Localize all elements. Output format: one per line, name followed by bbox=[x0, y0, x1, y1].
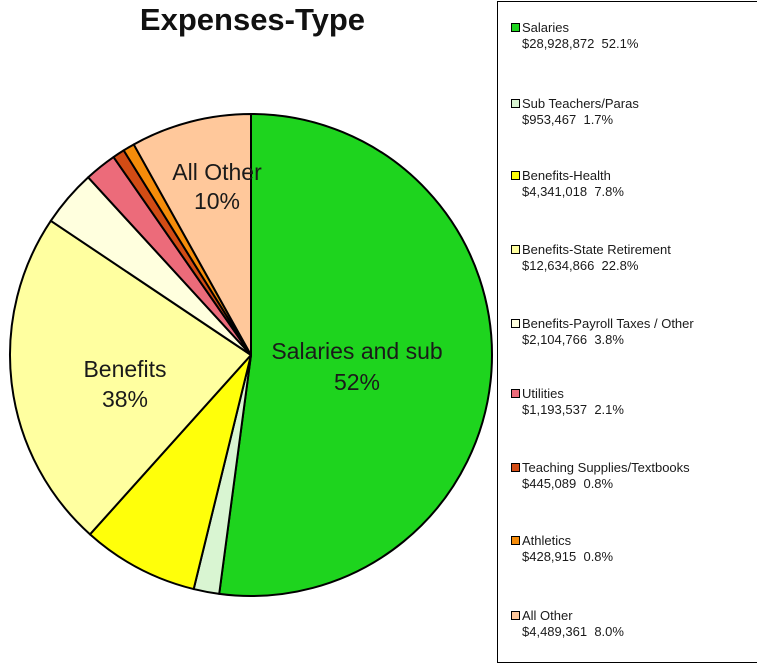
legend-label: Benefits-State Retirement bbox=[522, 242, 671, 257]
group-label-benefits-line2: 38% bbox=[102, 386, 148, 412]
legend-detail: $428,915 0.8% bbox=[511, 549, 613, 565]
group-label-salaries-line2: 52% bbox=[334, 369, 380, 395]
legend-detail: $4,489,361 8.0% bbox=[511, 624, 624, 640]
legend: Salaries $28,928,872 52.1% Sub Teachers/… bbox=[497, 1, 757, 663]
legend-item-benefits-health: Benefits-Health $4,341,018 7.8% bbox=[511, 168, 624, 200]
legend-amount: $1,193,537 bbox=[522, 402, 588, 417]
pie-slice-benefits-health bbox=[89, 354, 252, 591]
legend-label: Benefits-Payroll Taxes / Other bbox=[522, 316, 694, 331]
legend-item-sub-teachers: Sub Teachers/Paras $953,467 1.7% bbox=[511, 96, 639, 128]
legend-item-all-other: All Other $4,489,361 8.0% bbox=[511, 608, 624, 640]
legend-detail: $2,104,766 3.8% bbox=[511, 332, 694, 348]
legend-amount: $2,104,766 bbox=[522, 332, 588, 347]
legend-detail: $445,089 0.8% bbox=[511, 476, 690, 492]
legend-swatch bbox=[511, 536, 520, 545]
legend-percent: 2.1% bbox=[594, 402, 624, 417]
legend-percent: 3.8% bbox=[594, 332, 624, 347]
legend-amount: $4,341,018 bbox=[522, 184, 588, 199]
legend-detail: $28,928,872 52.1% bbox=[511, 36, 638, 52]
legend-percent: 52.1% bbox=[601, 36, 639, 51]
legend-detail: $4,341,018 7.8% bbox=[511, 184, 624, 200]
group-label-all-other-line2: 10% bbox=[194, 188, 240, 214]
legend-swatch bbox=[511, 463, 520, 472]
legend-label: Teaching Supplies/Textbooks bbox=[522, 460, 690, 475]
legend-amount: $445,089 bbox=[522, 476, 577, 491]
legend-label: Benefits-Health bbox=[522, 168, 611, 183]
legend-swatch bbox=[511, 319, 520, 328]
legend-percent: 8.0% bbox=[594, 624, 624, 639]
chart-title: Expenses-Type bbox=[139, 2, 366, 37]
legend-swatch bbox=[511, 611, 520, 620]
legend-item-benefits-payroll: Benefits-Payroll Taxes / Other $2,104,76… bbox=[511, 316, 694, 348]
legend-item-benefits-state-retirement: Benefits-State Retirement $12,634,866 22… bbox=[511, 242, 671, 274]
legend-item-salaries: Salaries $28,928,872 52.1% bbox=[511, 20, 638, 52]
pie-slice-benefits-state-retirement bbox=[9, 219, 252, 536]
legend-label: All Other bbox=[522, 608, 573, 623]
legend-amount: $953,467 bbox=[522, 112, 577, 127]
legend-swatch bbox=[511, 245, 520, 254]
legend-item-athletics: Athletics $428,915 0.8% bbox=[511, 533, 613, 565]
legend-swatch bbox=[511, 389, 520, 398]
legend-label: Utilities bbox=[522, 386, 564, 401]
legend-amount: $4,489,361 bbox=[522, 624, 588, 639]
legend-detail: $1,193,537 2.1% bbox=[511, 402, 624, 418]
legend-amount: $12,634,866 bbox=[522, 258, 595, 273]
legend-amount: $28,928,872 bbox=[522, 36, 595, 51]
legend-label: Sub Teachers/Paras bbox=[522, 96, 639, 111]
pie-slice-salaries bbox=[218, 113, 493, 597]
legend-item-utilities: Utilities $1,193,537 2.1% bbox=[511, 386, 624, 418]
legend-item-teaching-supplies: Teaching Supplies/Textbooks $445,089 0.8… bbox=[511, 460, 690, 492]
legend-detail: $953,467 1.7% bbox=[511, 112, 639, 128]
legend-amount: $428,915 bbox=[522, 549, 577, 564]
legend-swatch bbox=[511, 99, 520, 108]
legend-detail: $12,634,866 22.8% bbox=[511, 258, 671, 274]
legend-label: Athletics bbox=[522, 533, 572, 548]
pie-chart: Salaries and sub 52% Benefits 38% All Ot… bbox=[9, 113, 493, 597]
group-label-benefits-line1: Benefits bbox=[83, 356, 166, 382]
group-label-salaries-line1: Salaries and sub bbox=[271, 338, 442, 364]
legend-swatch bbox=[511, 171, 520, 180]
legend-label: Salaries bbox=[522, 20, 569, 35]
legend-percent: 0.8% bbox=[583, 549, 614, 564]
legend-percent: 0.8% bbox=[583, 476, 614, 491]
legend-swatch bbox=[511, 23, 520, 32]
legend-percent: 7.8% bbox=[594, 184, 624, 199]
pie-slices bbox=[9, 113, 493, 597]
pie-slice-all-other bbox=[132, 113, 252, 356]
legend-percent: 22.8% bbox=[601, 258, 639, 273]
legend-percent: 1.7% bbox=[583, 112, 614, 127]
group-label-all-other-line1: All Other bbox=[172, 159, 262, 185]
